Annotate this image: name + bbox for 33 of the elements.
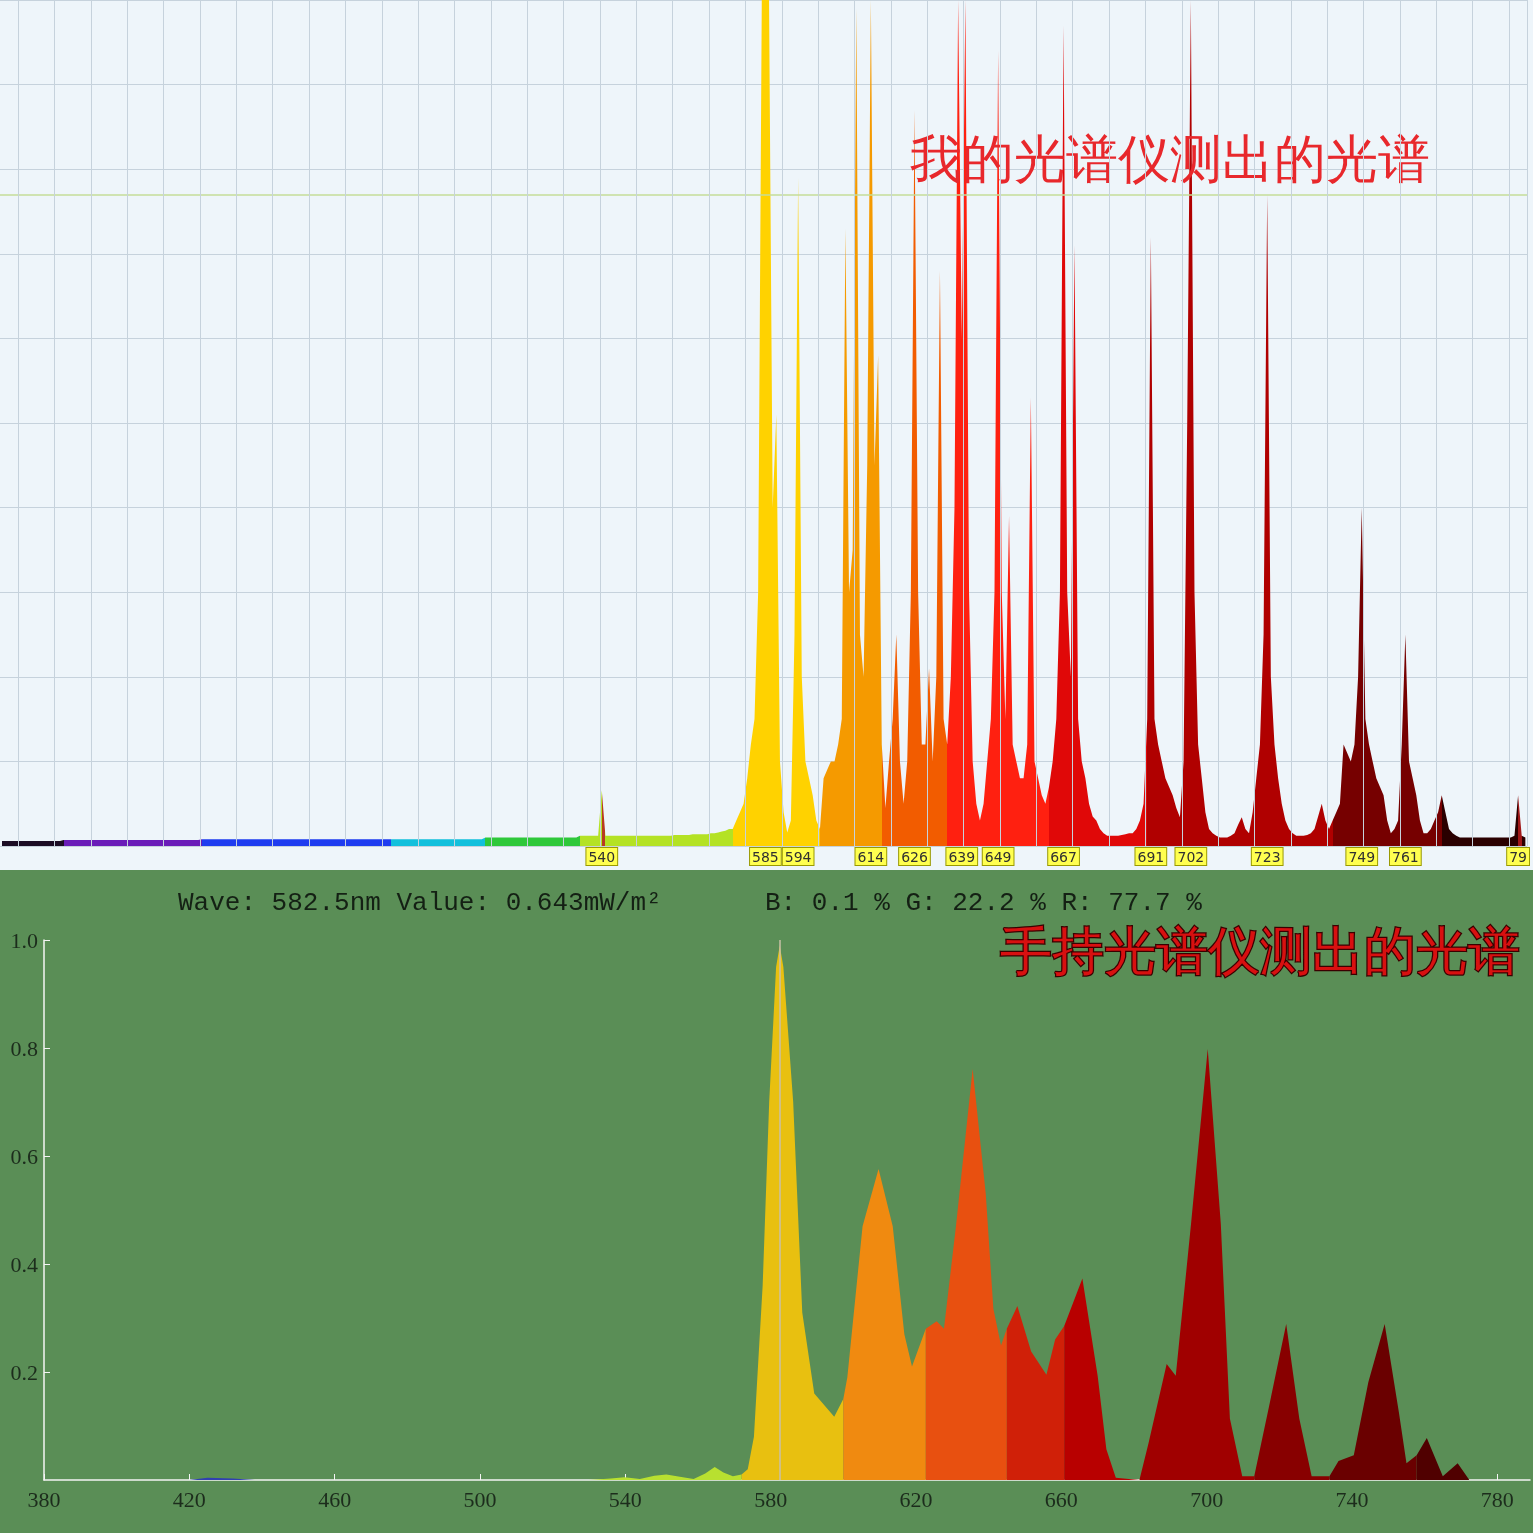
x-tick-label: 626	[901, 849, 928, 865]
x-tick-label: 614	[857, 849, 885, 865]
x-tick-label: 691	[1137, 849, 1165, 865]
y-tick-label: 0.6	[10, 1143, 38, 1169]
chart-title: 手持光谱仪测出的光谱	[999, 921, 1520, 981]
y-tick-label: 0.4	[10, 1251, 38, 1277]
x-tick-label: 540	[608, 1486, 642, 1512]
x-tick-label: 540	[588, 849, 616, 865]
x-tick-label: 702	[1177, 849, 1205, 865]
x-tick-label: 660	[1044, 1486, 1078, 1512]
x-tick-label: 667	[1050, 849, 1077, 865]
x-tick-label: 594	[784, 849, 812, 865]
x-tick-label: 380	[27, 1486, 61, 1512]
x-tick-label: 740	[1335, 1486, 1369, 1512]
x-tick-label: 79	[1509, 849, 1528, 865]
x-tick-label: 780	[1480, 1486, 1514, 1512]
x-tick-label: 761	[1392, 849, 1419, 865]
y-tick-label: 0.2	[10, 1359, 38, 1385]
x-tick-label: 723	[1253, 849, 1281, 865]
x-tick-label: 460	[318, 1486, 352, 1512]
x-tick-label: 649	[984, 849, 1012, 865]
x-tick-label: 580	[754, 1486, 788, 1512]
x-tick-label: 500	[463, 1486, 497, 1512]
y-tick-label: 1.0	[10, 927, 38, 953]
text: B: 0.1 % G: 22.2 % R: 77.7 %	[765, 888, 1203, 918]
text: Wave: 582.5nm Value: 0.643mW/m²	[178, 888, 662, 918]
y-tick-label: 0.8	[10, 1035, 38, 1061]
x-tick-label: 585	[752, 849, 779, 865]
x-tick-label: 620	[899, 1486, 933, 1512]
x-tick-label: 639	[948, 849, 976, 865]
x-tick-label: 700	[1190, 1486, 1224, 1512]
x-tick-label: 420	[172, 1486, 206, 1512]
x-tick-label: 749	[1348, 849, 1376, 865]
